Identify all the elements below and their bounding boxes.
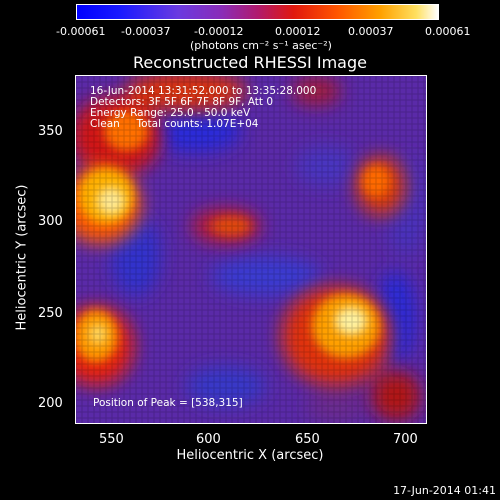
info-line: Detectors: 3F 5F 6F 7F 8F 9F, Att 0: [90, 96, 274, 108]
y-axis-title: Heliocentric Y (arcsec): [14, 184, 30, 331]
colorbar-tick: 0.00037: [348, 25, 394, 38]
x-tick-label: 700: [393, 432, 418, 447]
colorbar-tick: -0.00061: [56, 25, 106, 38]
info-line: 16-Jun-2014 13:31:52.000 to 13:35:28.000: [90, 85, 317, 97]
colorbar-unit: (photons cm⁻² s⁻¹ asec⁻²): [190, 39, 332, 52]
plot-title: Reconstructed RHESSI Image: [133, 53, 367, 72]
colorbar: [76, 4, 439, 20]
colorbar-tick: 0.00061: [425, 25, 471, 38]
colorbar-tick: -0.00012: [194, 25, 244, 38]
y-tick-label: 300: [38, 214, 63, 229]
x-tick-label: 550: [99, 432, 124, 447]
timestamp: 17-Jun-2014 01:41: [393, 484, 496, 497]
x-tick-label: 600: [196, 432, 221, 447]
info-line: Clean Total counts: 1.07E+04: [90, 118, 259, 130]
y-tick-label: 250: [38, 306, 63, 321]
x-axis-title: Heliocentric X (arcsec): [176, 448, 324, 463]
colorbar-tick: -0.00037: [121, 25, 171, 38]
rhessi-image: 16-Jun-2014 13:31:52.000 to 13:35:28.000…: [75, 75, 427, 424]
peak-position-label: Position of Peak = [538,315]: [93, 397, 243, 409]
info-line: Energy Range: 25.0 - 50.0 keV: [90, 107, 251, 119]
y-tick-label: 350: [38, 124, 63, 139]
colorbar-tick: 0.00012: [275, 25, 321, 38]
y-tick-label: 200: [38, 396, 63, 411]
x-tick-label: 650: [295, 432, 320, 447]
